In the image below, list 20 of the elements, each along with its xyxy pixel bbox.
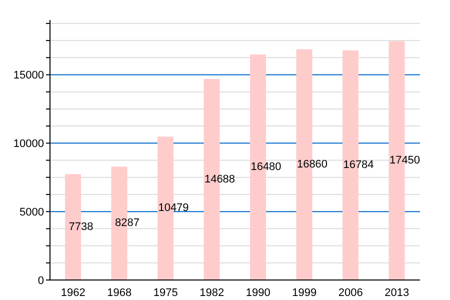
data-label: 7738 [68,220,94,233]
x-tick-label: 1982 [200,286,224,299]
x-tick-label: 1962 [60,286,86,299]
data-label: 10479 [158,202,189,214]
x-tick-label: 2006 [338,286,363,299]
data-label: 17450 [389,154,420,167]
y-tick-label: 0 [38,274,44,287]
x-tick-label: 1968 [107,286,132,299]
y-tick-label: 10000 [13,138,44,150]
y-tick-label: 15000 [13,70,44,82]
data-label: 16480 [250,161,282,174]
data-label: 8287 [115,217,140,230]
x-tick-label: 1999 [292,286,317,299]
x-tick-label: 1975 [153,286,178,299]
data-label: 14688 [204,173,236,186]
y-tick-label: 5000 [20,206,44,218]
data-label: 16860 [296,158,328,171]
data-label: 16784 [343,159,374,172]
x-tick-label: 1990 [246,286,270,299]
x-tick-label: 2013 [384,286,410,299]
